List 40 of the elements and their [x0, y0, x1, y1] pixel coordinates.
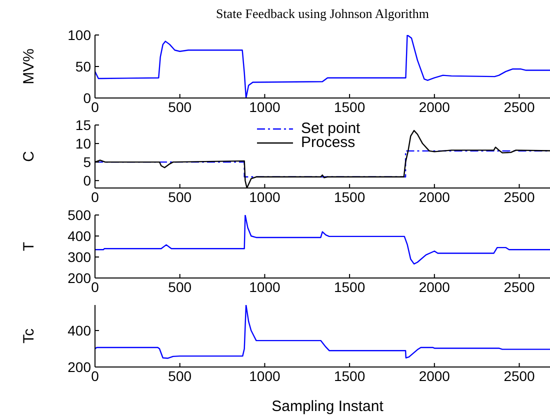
legend-label: Set point	[301, 120, 360, 137]
y-tick-label: 400	[68, 228, 92, 244]
x-tick-label: 2000	[418, 98, 450, 115]
x-tick-label: 500	[168, 368, 192, 384]
x-tick-label: 500	[168, 188, 192, 205]
x-tick-label: 1000	[249, 278, 280, 295]
x-tick-label: 1000	[249, 368, 280, 384]
x-tick-label: 2000	[418, 278, 450, 295]
y-tick-label: 200	[68, 358, 92, 375]
y-tick-label: 15	[75, 116, 92, 133]
x-tick-label: 2500	[504, 278, 536, 295]
x-tick-label: 500	[168, 98, 192, 115]
x-tick-label: 1500	[334, 188, 366, 205]
y-axis-title: T	[20, 242, 38, 252]
y-tick-label: 50	[75, 58, 92, 74]
x-tick-label: 2000	[418, 368, 450, 384]
y-tick-label: 10	[75, 136, 92, 152]
x-tick-label: 1500	[334, 98, 366, 115]
x-tick-label: 1500	[334, 278, 366, 295]
y-tick-label: 100	[68, 26, 92, 43]
y-tick-label: 0	[83, 172, 92, 189]
chart-title: State Feedback using Johnson Algorithm	[214, 6, 430, 22]
x-tick-label: 2000	[418, 188, 450, 205]
y-axis-title: Tc	[20, 328, 38, 344]
x-tick-label: 2500	[504, 98, 536, 115]
y-tick-label: 5	[83, 154, 92, 170]
y-axis-title: MV%	[20, 48, 38, 84]
x-tick-label: 1000	[249, 98, 280, 115]
x-tick-label: 2500	[504, 188, 536, 205]
y-tick-label: 500	[68, 206, 92, 223]
y-tick-label: 200	[68, 270, 92, 286]
y-tick-label: 300	[68, 248, 92, 265]
y-tick-label: 400	[68, 322, 92, 338]
x-axis-title: Sampling Instant	[272, 398, 384, 415]
x-tick-label: 1000	[249, 188, 280, 205]
x-tick-label: 1500	[334, 368, 366, 384]
y-axis-title: C	[20, 150, 38, 162]
legend-label: Process	[301, 134, 356, 151]
x-tick-label: 500	[168, 278, 192, 295]
x-tick-label: 2500	[504, 368, 536, 384]
